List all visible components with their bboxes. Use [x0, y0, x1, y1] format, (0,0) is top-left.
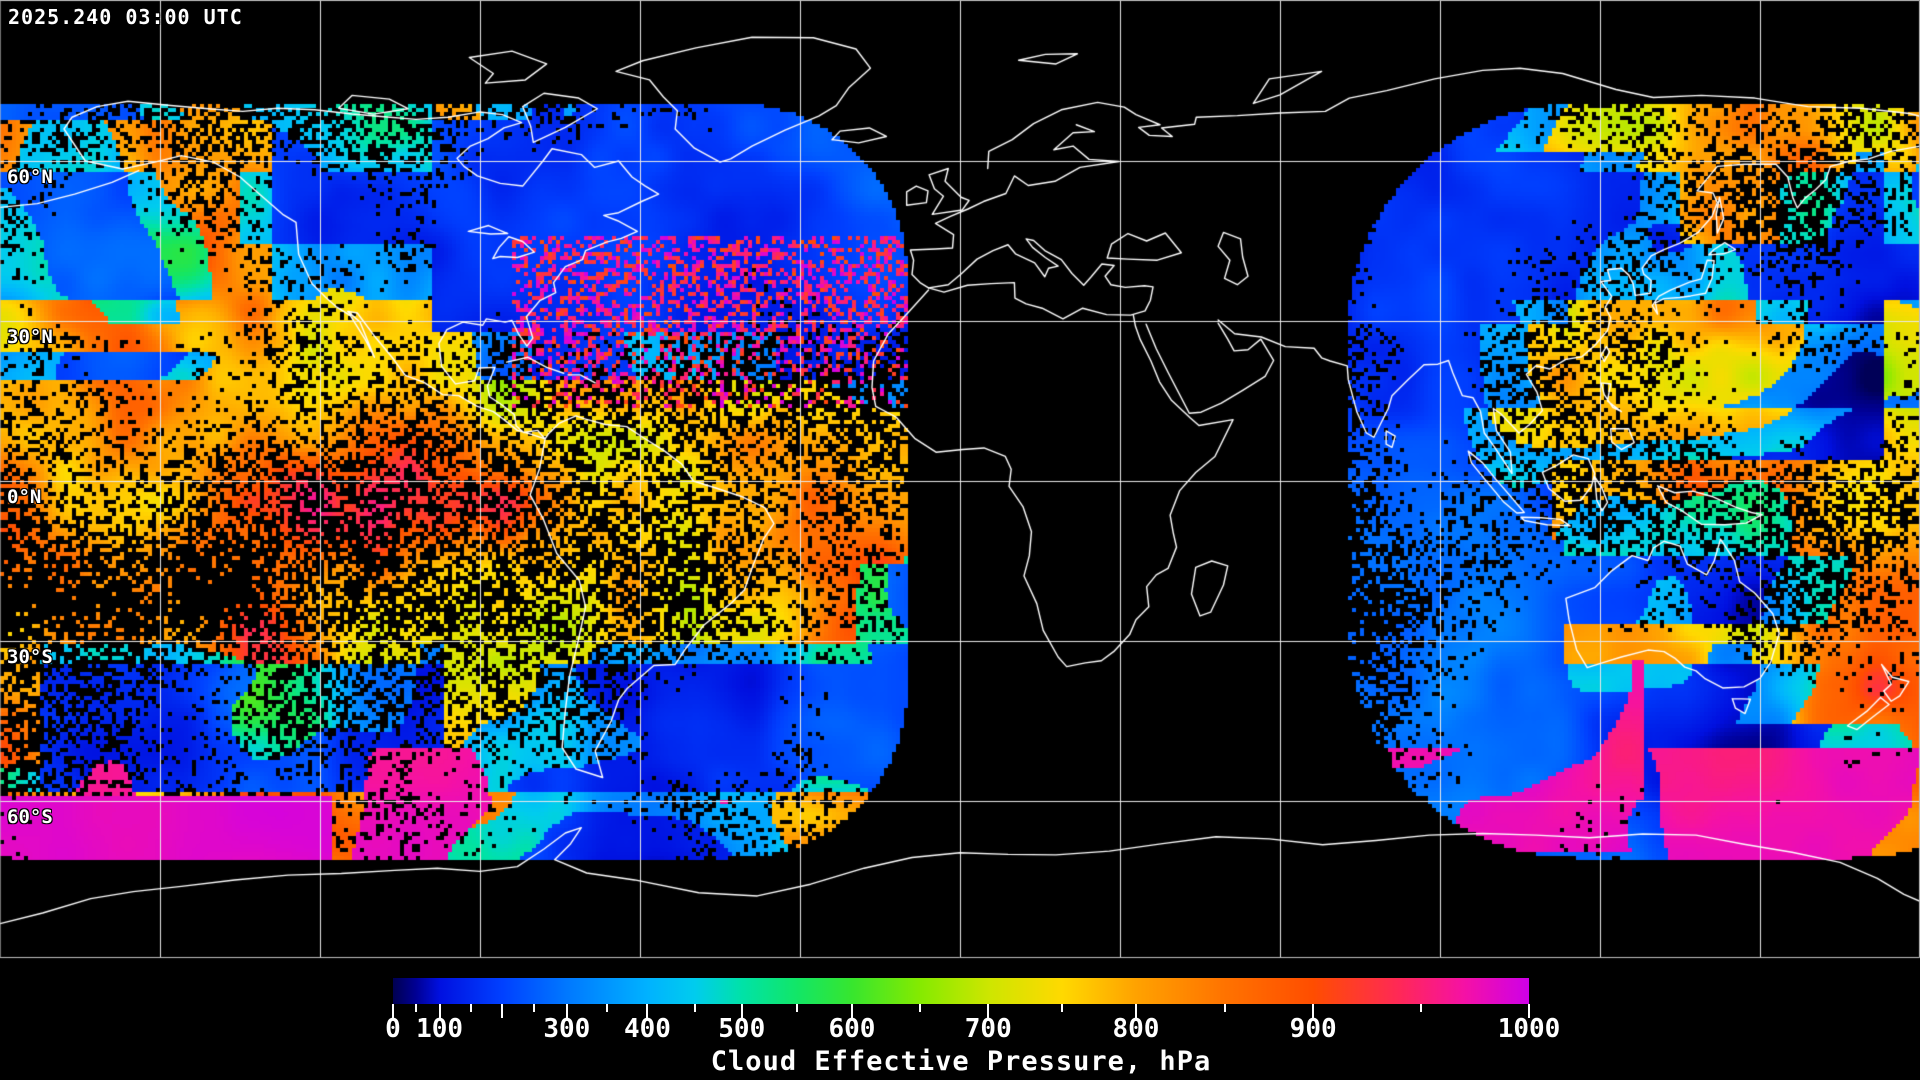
colorbar-minor-tick — [693, 1004, 696, 1012]
colorbar-tick-label: 400 — [623, 1014, 671, 1044]
colorbar-tick-label: 100 — [416, 1014, 464, 1044]
latitude-label: 30°N — [7, 326, 53, 348]
colorbar-tick-label: 800 — [1112, 1014, 1160, 1044]
colorbar-minor-tick — [606, 1004, 609, 1012]
latitude-label: 60°S — [7, 806, 53, 828]
colorbar-minor-tick — [795, 1004, 798, 1012]
latitude-label: 30°S — [7, 646, 53, 668]
colorbar-minor-tick — [1223, 1004, 1226, 1012]
colorbar-minor-tick — [469, 1004, 472, 1012]
colorbar-major-tick — [740, 1004, 743, 1018]
colorbar-gradient — [393, 978, 1529, 1004]
latitude-label: 0°N — [7, 486, 42, 508]
colorbar-major-tick — [1312, 1004, 1315, 1018]
colorbar-tick-label: 700 — [964, 1014, 1012, 1044]
colorbar-tick-label: 1000 — [1497, 1014, 1561, 1044]
colorbar-major-tick — [850, 1004, 853, 1018]
colorbar-title: Cloud Effective Pressure, hPa — [710, 1046, 1212, 1077]
colorbar: 0 100 300 400 500 600 700 800 900 1000 Cloud Effe… — [385, 978, 1560, 1080]
colorbar-major-tick — [438, 1004, 441, 1018]
colorbar-minor-tick — [533, 1004, 536, 1012]
colorbar-tick-label: 900 — [1289, 1014, 1337, 1044]
colorbar-minor-tick — [919, 1004, 922, 1012]
colorbar-major-tick — [646, 1004, 649, 1018]
colorbar-major-tick — [565, 1004, 568, 1018]
latitude-label: 60°N — [7, 166, 53, 188]
colorbar-tick-label: 300 — [543, 1014, 591, 1044]
colorbar-tick-label: 500 — [718, 1014, 766, 1044]
colorbar-major-tick — [987, 1004, 990, 1018]
world-map-canvas — [0, 0, 1920, 962]
colorbar-major-tick — [392, 1004, 394, 1018]
colorbar-tick-label: 600 — [828, 1014, 876, 1044]
colorbar-major-tick — [501, 1004, 504, 1018]
colorbar-major-tick — [1528, 1004, 1530, 1018]
timestamp-label: 2025.240 03:00 UTC — [8, 5, 243, 29]
colorbar-minor-tick — [1420, 1004, 1423, 1012]
colorbar-tick-label: 0 — [385, 1014, 401, 1044]
colorbar-minor-tick — [1061, 1004, 1064, 1012]
colorbar-major-tick — [1134, 1004, 1137, 1018]
colorbar-minor-tick — [415, 1004, 418, 1012]
